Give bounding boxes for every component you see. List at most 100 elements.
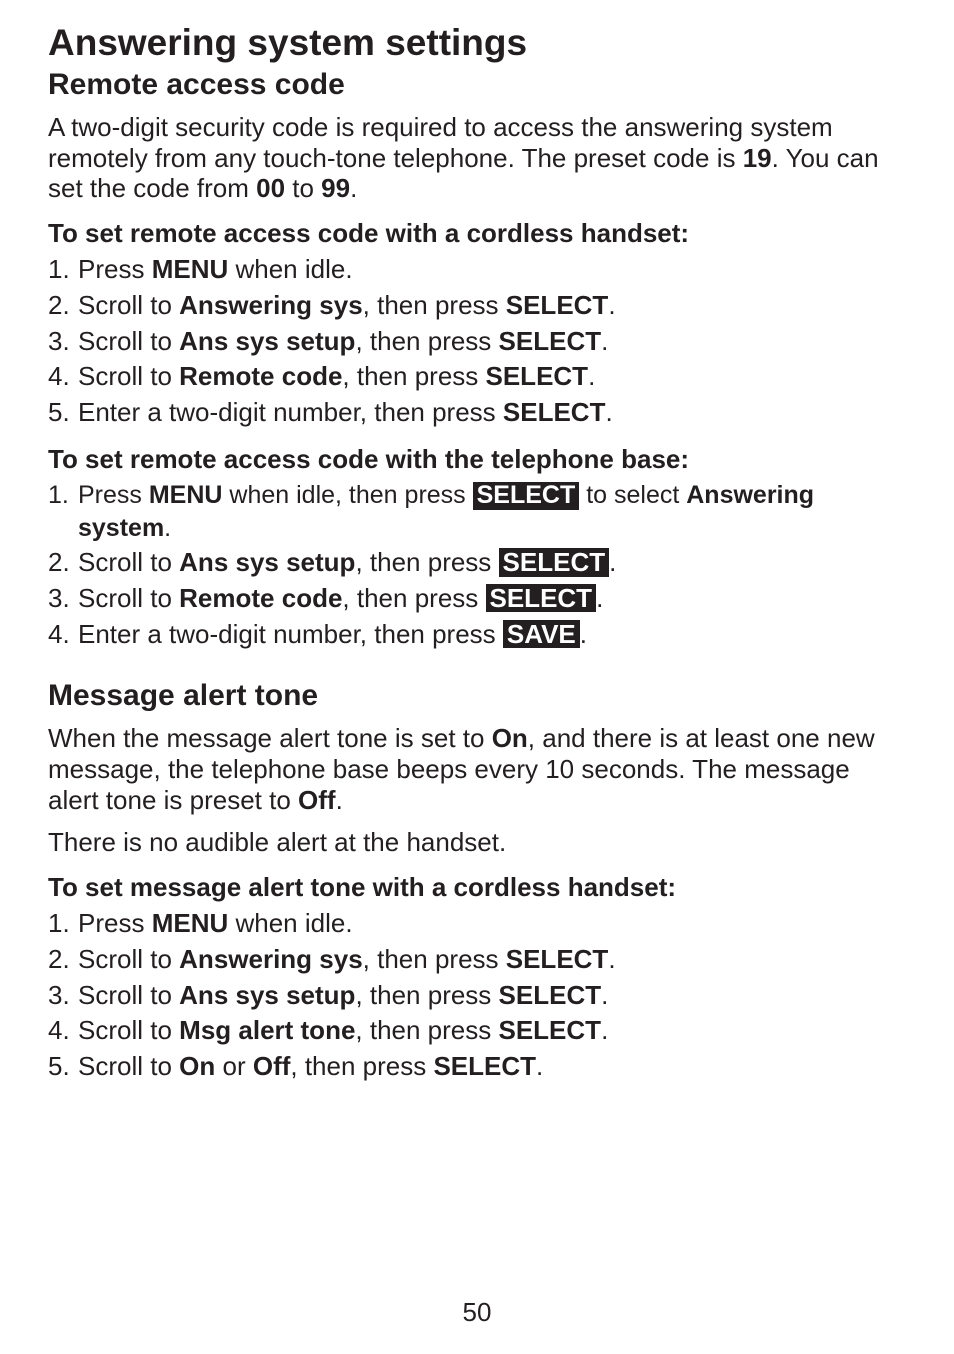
text: .: [601, 1015, 608, 1045]
text: .: [608, 944, 615, 974]
text: Scroll to: [78, 326, 179, 356]
text: .: [609, 547, 616, 577]
list-item: Scroll to Ans sys setup, then press SELE…: [48, 325, 906, 359]
select-key: SELECT: [499, 326, 602, 356]
menu-option: Remote code: [179, 361, 342, 391]
text: Enter a two-digit number, then press: [78, 397, 503, 427]
list-item: Scroll to Ans sys setup, then press SELE…: [48, 546, 906, 580]
text: when idle, then press: [222, 481, 472, 509]
on-value: On: [179, 1051, 215, 1081]
text: A two-digit security code is required to…: [48, 112, 833, 173]
subheading-handset-remote: To set remote access code with a cordles…: [48, 218, 906, 249]
text: .: [608, 290, 615, 320]
text: to select: [579, 481, 686, 509]
subheading-base-remote: To set remote access code with the telep…: [48, 444, 906, 475]
section-heading-remote: Remote access code: [48, 68, 906, 102]
page-title: Answering system settings: [48, 22, 906, 64]
text: , then press: [355, 1015, 498, 1045]
list-item: Scroll to On or Off, then press SELECT.: [48, 1050, 906, 1084]
select-key: SELECT: [503, 397, 606, 427]
list-item: Scroll to Answering sys, then press SELE…: [48, 289, 906, 323]
menu-option: Ans sys setup: [179, 547, 355, 577]
text: Enter a two-digit number, then press: [78, 619, 503, 649]
subheading-handset-alert: To set message alert tone with a cordles…: [48, 872, 906, 903]
text: .: [605, 397, 612, 427]
text: , then press: [355, 980, 498, 1010]
list-item: Press MENU when idle.: [48, 907, 906, 941]
code-max: 99: [321, 173, 350, 203]
text: Scroll to: [78, 980, 179, 1010]
menu-option: Answering sys: [179, 290, 363, 320]
select-key: SELECT: [506, 944, 609, 974]
text: Scroll to: [78, 944, 179, 974]
list-item: Scroll to Ans sys setup, then press SELE…: [48, 979, 906, 1013]
text: to: [285, 173, 321, 203]
text: Scroll to: [78, 1015, 179, 1045]
steps-handset-remote: Press MENU when idle. Scroll to Answerin…: [48, 253, 906, 430]
page-number: 50: [0, 1297, 954, 1328]
list-item: Press MENU when idle, then press SELECT …: [48, 479, 906, 544]
text: , then press: [355, 326, 498, 356]
code-min: 00: [256, 173, 285, 203]
text: Scroll to: [78, 290, 179, 320]
text: .: [336, 785, 343, 815]
text: .: [601, 980, 608, 1010]
save-softkey: SAVE: [503, 620, 580, 649]
text: Scroll to: [78, 1051, 179, 1081]
text: .: [588, 361, 595, 391]
select-key: SELECT: [498, 1015, 601, 1045]
text: .: [164, 514, 171, 542]
select-softkey: SELECT: [473, 482, 580, 510]
list-item: Scroll to Remote code, then press SELECT…: [48, 360, 906, 394]
text: Scroll to: [78, 547, 179, 577]
steps-base-remote: Press MENU when idle, then press SELECT …: [48, 479, 906, 651]
menu-key: MENU: [152, 908, 229, 938]
text: , then press: [363, 944, 506, 974]
text: when idle.: [228, 254, 352, 284]
text: .: [580, 619, 587, 649]
list-item: Scroll to Remote code, then press SELECT…: [48, 582, 906, 616]
text: .: [596, 583, 603, 613]
text: .: [601, 326, 608, 356]
menu-option: Msg alert tone: [179, 1015, 355, 1045]
off-value: Off: [253, 1051, 291, 1081]
on-value: On: [492, 723, 528, 753]
section-heading-alert: Message alert tone: [48, 679, 906, 713]
off-value: Off: [298, 785, 336, 815]
text: or: [215, 1051, 253, 1081]
menu-option: Ans sys setup: [179, 980, 355, 1010]
text: .: [350, 173, 357, 203]
text: When the message alert tone is set to: [48, 723, 492, 753]
text: Press: [78, 908, 152, 938]
alert-intro: When the message alert tone is set to On…: [48, 723, 906, 815]
menu-option: Answering sys: [179, 944, 363, 974]
text: Scroll to: [78, 361, 179, 391]
text: Scroll to: [78, 583, 179, 613]
text: Press: [78, 254, 152, 284]
list-item: Scroll to Msg alert tone, then press SEL…: [48, 1014, 906, 1048]
text: , then press: [290, 1051, 433, 1081]
select-key: SELECT: [433, 1051, 536, 1081]
preset-code: 19: [743, 143, 772, 173]
menu-option: Remote code: [179, 583, 342, 613]
text: , then press: [342, 583, 485, 613]
select-key: SELECT: [499, 980, 602, 1010]
list-item: Scroll to Answering sys, then press SELE…: [48, 943, 906, 977]
text: when idle.: [228, 908, 352, 938]
text: , then press: [355, 547, 498, 577]
list-item: Press MENU when idle.: [48, 253, 906, 287]
text: , then press: [342, 361, 485, 391]
menu-key: MENU: [149, 481, 223, 509]
text: Press: [78, 481, 149, 509]
remote-intro: A two-digit security code is required to…: [48, 112, 906, 204]
select-key: SELECT: [486, 361, 589, 391]
list-item: Enter a two-digit number, then press SEL…: [48, 396, 906, 430]
list-item: Enter a two-digit number, then press SAV…: [48, 618, 906, 652]
alert-note: There is no audible alert at the handset…: [48, 827, 906, 858]
select-softkey: SELECT: [499, 548, 610, 577]
text: .: [536, 1051, 543, 1081]
steps-handset-alert: Press MENU when idle. Scroll to Answerin…: [48, 907, 906, 1084]
manual-page: Answering system settings Remote access …: [0, 0, 954, 1354]
select-key: SELECT: [506, 290, 609, 320]
select-softkey: SELECT: [486, 584, 597, 613]
